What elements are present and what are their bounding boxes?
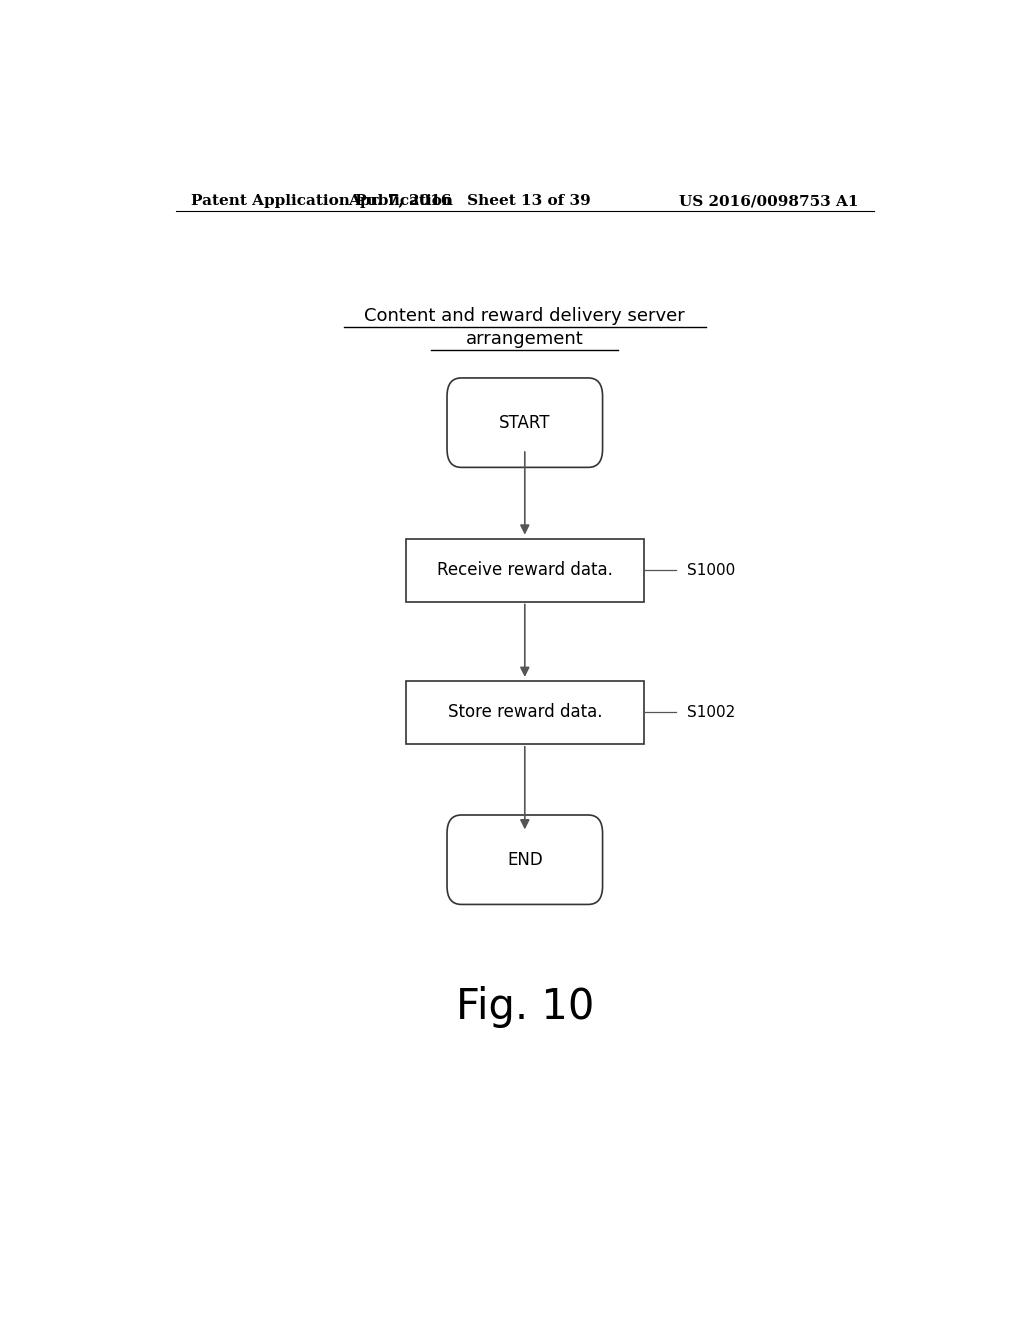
Text: Apr. 7, 2016   Sheet 13 of 39: Apr. 7, 2016 Sheet 13 of 39 — [348, 194, 591, 209]
FancyBboxPatch shape — [447, 378, 602, 467]
Bar — [406, 681, 644, 744]
FancyBboxPatch shape — [447, 814, 602, 904]
Text: Fig. 10: Fig. 10 — [456, 986, 594, 1028]
Text: US 2016/0098753 A1: US 2016/0098753 A1 — [679, 194, 858, 209]
Text: arrangement: arrangement — [466, 330, 584, 348]
Text: END: END — [507, 850, 543, 869]
Text: Patent Application Publication: Patent Application Publication — [191, 194, 454, 209]
Text: Content and reward delivery server: Content and reward delivery server — [365, 308, 685, 325]
Text: S1000: S1000 — [687, 562, 735, 578]
Bar — [406, 539, 644, 602]
Text: Receive reward data.: Receive reward data. — [437, 561, 612, 579]
Text: Store reward data.: Store reward data. — [447, 704, 602, 721]
Text: START: START — [499, 413, 551, 432]
Text: S1002: S1002 — [687, 705, 735, 719]
